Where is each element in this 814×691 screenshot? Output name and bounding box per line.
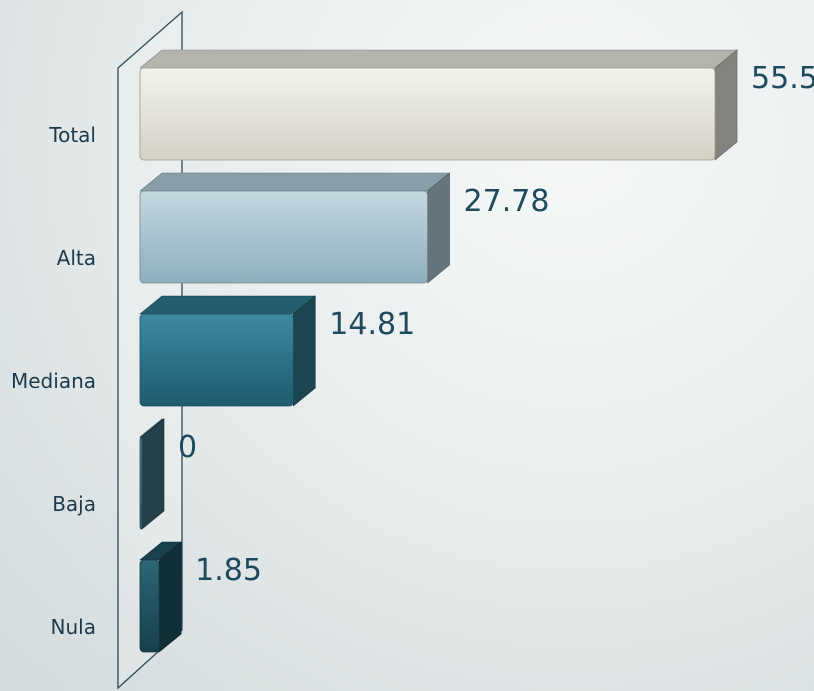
bar-alta-side [427,172,450,284]
bar-baja [139,418,165,530]
bar-baja-front [139,436,143,530]
value-label-baja: 0 [178,430,197,465]
bar-alta [139,172,451,284]
bar-nula [139,541,182,653]
bar-nula-side [158,541,182,653]
category-label-mediana: Mediana [11,369,96,393]
category-label-total: Total [48,123,96,147]
bar-mediana-front [139,313,294,407]
labels-group: Total 55.56 Alta 27.78 Mediana 14.81 Baja 0 Nula… [11,61,814,639]
category-label-alta: Alta [57,246,96,270]
bar-mediana [139,295,317,407]
bar-total-side [714,49,738,161]
value-label-alta: 27.78 [464,184,550,219]
bar-total-front [139,67,716,161]
bar-nula-front [139,559,160,653]
bars-group [139,49,738,653]
category-label-baja: Baja [52,492,96,516]
category-label-nula: Nula [51,615,96,639]
value-label-total: 55.56 [751,61,814,96]
bar-alta-top [139,172,451,192]
value-label-nula: 1.85 [195,553,262,588]
bar-alta-front [139,190,428,284]
bar-baja-side [141,418,165,530]
value-label-mediana: 14.81 [329,307,415,342]
bar-total-top [139,49,738,69]
bar-mediana-top [139,295,317,315]
bar-mediana-side [292,295,316,407]
bar-total [139,49,738,161]
